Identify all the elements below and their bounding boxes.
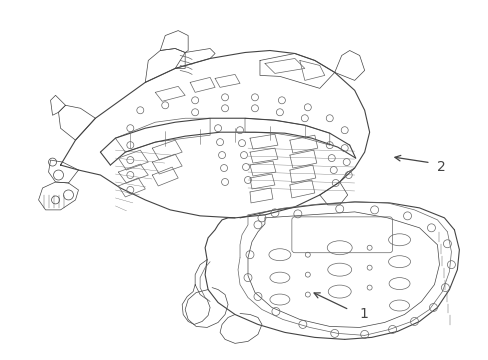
Text: 1: 1: [358, 307, 367, 321]
Text: 2: 2: [436, 161, 445, 175]
